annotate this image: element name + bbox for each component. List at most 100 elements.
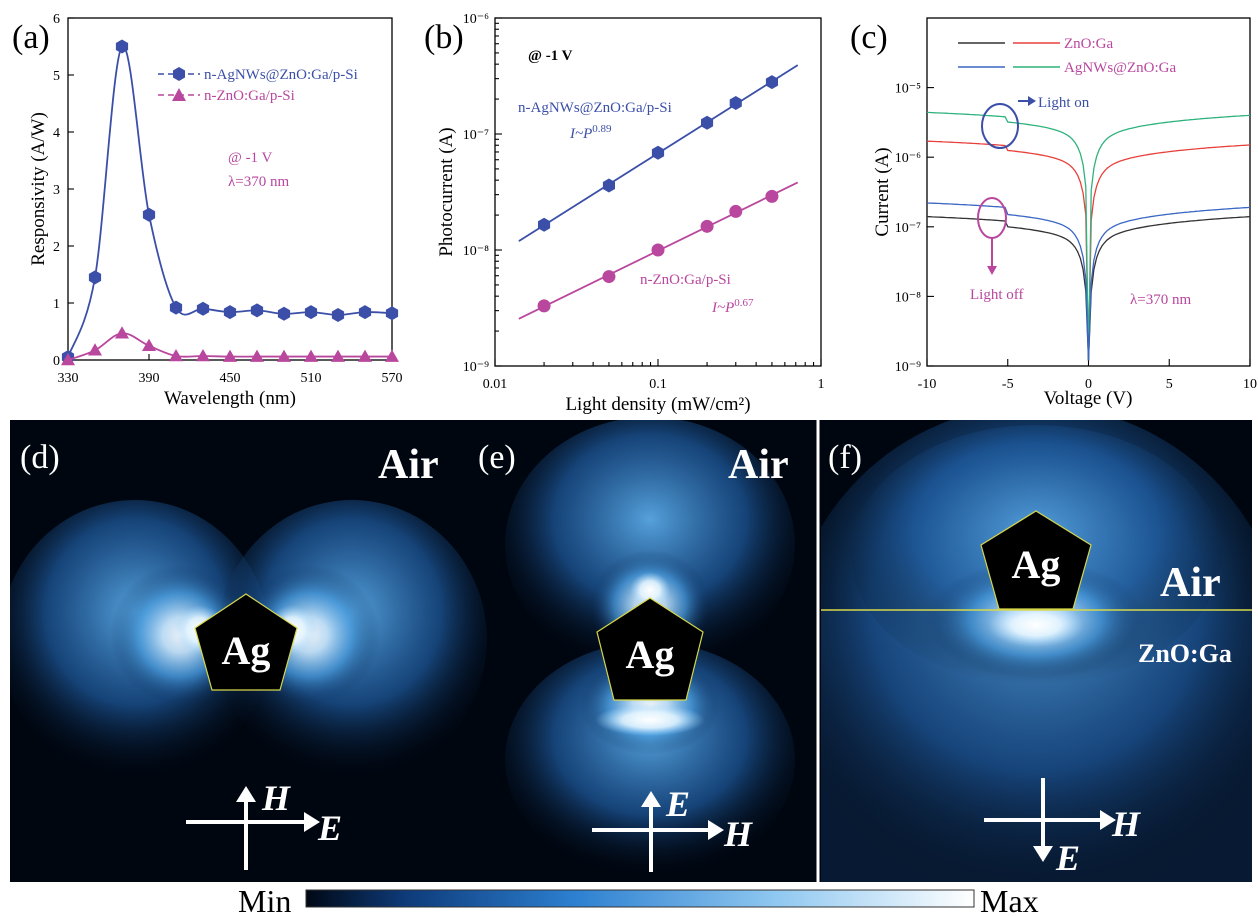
panel-b-ylabel: Photocurrent (A) (436, 127, 457, 256)
panel-a-point (142, 338, 156, 351)
panel-c-ytick-label: 10⁻⁵ (895, 82, 921, 97)
panel-b-point (729, 204, 743, 218)
panel-a-point (88, 270, 102, 285)
annotation-wavelength: λ=370 nm (1130, 292, 1191, 308)
panel-a-label: (a) (12, 19, 50, 56)
light-on-ellipse (981, 103, 1019, 149)
ag-label-e: Ag (626, 632, 675, 677)
panel-f-label: (f) (828, 439, 862, 476)
panel-a-ytick-label: 4 (53, 126, 60, 141)
panel-a-legend: n-AgNWs@ZnO:Ga/p-Si n-ZnO:Ga/p-Si (158, 67, 358, 104)
panel-b-point (602, 178, 615, 193)
panel-b-point (651, 145, 665, 160)
panel-b-ytick-label: 10⁻⁷ (463, 128, 489, 143)
panel-a-point (385, 349, 399, 362)
colorbar-min-label: Min (238, 883, 291, 916)
ag-particle-e (596, 597, 704, 701)
arrow-label-up-e: E (665, 784, 690, 824)
panel-c-ytick-label: 10⁻⁸ (895, 290, 921, 305)
panel-a-point (304, 305, 318, 320)
panel-c-xtick-label: -10 (918, 377, 937, 392)
legend-marker-triangle (172, 88, 186, 101)
legend-label-zno: ZnO:Ga (1064, 36, 1113, 52)
panel-a-ytick-label: 2 (53, 240, 60, 255)
legend-label-zno: n-ZnO:Ga/p-Si (204, 88, 295, 104)
panel-a-point (196, 349, 210, 362)
panel-b-point (765, 189, 779, 203)
axes-arrows-f (984, 778, 1116, 862)
ag-label-d: Ag (222, 628, 271, 673)
lobe-bottom (505, 642, 795, 878)
panel-a-point (304, 349, 318, 362)
panel-b-xtick-label: 1 (818, 377, 825, 392)
panel-a-point (223, 305, 237, 320)
panel-a-point (196, 301, 210, 316)
panel-a-point (331, 349, 345, 362)
annotation-light-off: Light off (970, 287, 1023, 303)
colorbar-max-label: Max (980, 883, 1039, 916)
panel-a-xtick-label: 510 (301, 371, 322, 386)
lobe-top (505, 420, 795, 673)
panel-a-point (385, 306, 399, 321)
panel-a-ytick-label: 3 (53, 183, 60, 198)
panel-a-ylabel: Responsivity (A/W) (28, 112, 49, 266)
panel-b: (b) 0.01 0.1 1 10⁻⁹ 10⁻⁸ 10⁻⁷ 10⁻⁶ Light densi… (424, 12, 825, 415)
panel-b-point (765, 75, 778, 90)
panel-a-point (61, 353, 75, 366)
panel-a-point (115, 39, 129, 54)
panel-b-point (537, 299, 551, 313)
arrow-label-right-e: H (723, 814, 753, 854)
legend-label-agnws: n-AgNWs@ZnO:Ga/p-Si (204, 67, 358, 83)
legend-marker-hexagon (173, 67, 185, 81)
panel-d-label: (d) (20, 439, 60, 476)
panel-b-ytick-label: 10⁻⁹ (463, 360, 489, 375)
panel-b-point (700, 219, 714, 233)
panel-a-annotation-wavelength: λ=370 nm (228, 174, 289, 190)
arrow-label-up-d: H (261, 778, 291, 818)
panel-a-xlabel: Wavelength (nm) (164, 388, 296, 409)
panel-c-xlabel: Voltage (V) (1044, 388, 1133, 409)
panel-a-xtick-label: 570 (382, 371, 403, 386)
panel-a-annotation-bias: @ -1 V (228, 150, 273, 166)
panel-b-point (729, 96, 742, 110)
panel-c-ytick-label: 10⁻⁷ (895, 221, 921, 236)
panel-a-point (250, 303, 264, 318)
panel-b-point (538, 217, 551, 232)
panel-a-point (331, 308, 345, 322)
panel-c-ylabel: Current (A) (872, 147, 893, 236)
panel-a-point (250, 349, 264, 362)
panel-a-xtick-label: 330 (58, 371, 79, 386)
hot-bottom (595, 704, 705, 736)
panel-b-fit-agnws: I~P0.89 (569, 123, 612, 142)
arrow-label-right-f: H (1111, 804, 1141, 844)
panel-a-point (169, 349, 183, 362)
annotation-light-on: Light on (1038, 95, 1090, 111)
panel-b-xtick-label: 0.1 (649, 377, 667, 392)
panel-a-point (223, 349, 237, 362)
hot-interface (988, 603, 1084, 647)
panel-a-point (142, 207, 156, 222)
panel-b-ytick-label: 10⁻⁸ (463, 244, 489, 259)
panel-b-label: (b) (424, 19, 464, 56)
panel-b-annotation: @ -1 V (528, 48, 573, 64)
light-off-ellipse (977, 197, 1007, 239)
panel-c-xtick-label: -5 (1002, 377, 1014, 392)
panel-c-xtick-label: 0 (1085, 377, 1092, 392)
panel-b-fit-zno: I~P0.67 (711, 297, 754, 316)
panel-a-ytick-label: 6 (53, 12, 60, 27)
panel-a-point (115, 326, 129, 339)
panel-a-point (277, 306, 291, 321)
panel-b-label-zno: n-ZnO:Ga/p-Si (640, 272, 731, 288)
ag-particle-f (980, 510, 1092, 610)
panel-b-point (651, 243, 665, 257)
panel-a: (a) 330 390 450 510 570 0 1 2 3 4 5 6 Wavelength (n… (12, 12, 403, 409)
panel-e-label: (e) (478, 439, 516, 476)
panel-a-ytick-label: 5 (53, 69, 60, 84)
ag-label-f: Ag (1012, 542, 1061, 587)
panel-c-series-line (926, 111, 1251, 361)
panel-c-legend: ZnO:Ga AgNWs@ZnO:Ga (958, 36, 1176, 76)
panel-a-xtick-label: 450 (220, 371, 241, 386)
axes-arrows-e (592, 791, 724, 872)
panel-b-label-agnws: n-AgNWs@ZnO:Ga/p-Si (518, 100, 672, 116)
